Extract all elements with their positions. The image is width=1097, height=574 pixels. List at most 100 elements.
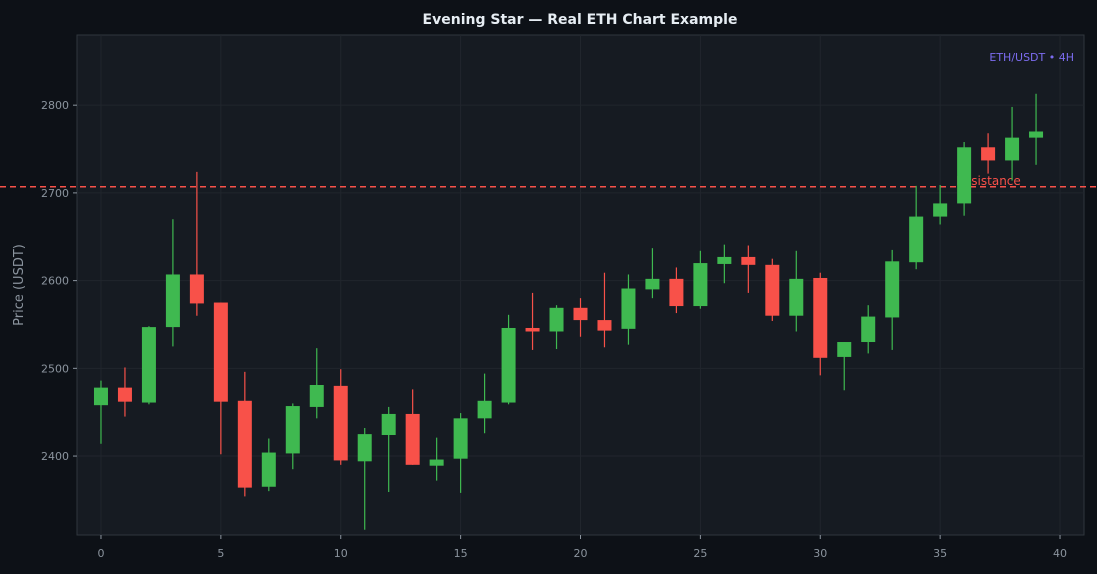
candle-body — [309, 385, 324, 407]
bearish-candle — [525, 292, 540, 350]
candle-body — [525, 327, 540, 332]
candle-body — [597, 320, 612, 331]
bearish-candle — [597, 272, 612, 348]
bullish-candle — [261, 438, 276, 492]
bullish-candle — [549, 305, 564, 350]
candle-body — [213, 302, 228, 402]
candle-body — [621, 288, 636, 329]
candle-body — [381, 413, 396, 435]
x-tick-label: 10 — [334, 547, 348, 560]
bearish-candle — [741, 245, 756, 293]
bearish-candle — [573, 298, 588, 337]
candle-body — [501, 327, 516, 403]
candle-body — [165, 274, 180, 328]
bearish-candle — [669, 267, 684, 314]
y-tick-label: 2400 — [41, 450, 69, 463]
bullish-candle — [861, 305, 876, 354]
x-tick-label: 30 — [813, 547, 827, 560]
bullish-candle — [645, 248, 660, 299]
candle-body — [909, 216, 924, 263]
candle-body — [429, 459, 444, 466]
candle-body — [261, 452, 276, 487]
candle-body — [957, 147, 972, 204]
bearish-candle — [333, 369, 348, 465]
candle-body — [93, 387, 108, 406]
bearish-candle — [405, 389, 420, 465]
bullish-candle — [885, 249, 900, 350]
candle-body — [1029, 131, 1044, 138]
bullish-candle — [789, 250, 804, 332]
bearish-candle — [117, 367, 132, 417]
candle-body — [813, 277, 828, 358]
x-tick-label: 40 — [1053, 547, 1067, 560]
x-tick-label: 35 — [933, 547, 947, 560]
x-tick-label: 15 — [454, 547, 468, 560]
candle-body — [549, 307, 564, 332]
bullish-candle — [93, 380, 108, 444]
x-tick-label: 20 — [574, 547, 588, 560]
bullish-candle — [285, 403, 300, 470]
candle-body — [837, 342, 852, 357]
y-tick-label: 2500 — [41, 362, 69, 375]
candle-body — [357, 434, 372, 462]
candle-body — [477, 400, 492, 419]
candle-body — [117, 387, 132, 402]
candle-body — [573, 307, 588, 321]
x-tick-label: 0 — [97, 547, 104, 560]
x-tick-label: 25 — [693, 547, 707, 560]
candle-body — [669, 278, 684, 307]
bullish-candle — [909, 185, 924, 270]
candle-body — [765, 264, 780, 316]
bullish-candle — [501, 314, 516, 405]
y-axis-label: Price (USDT) — [12, 244, 27, 326]
bullish-candle — [381, 406, 396, 493]
pair-timeframe-label: ETH/USDT • 4H — [989, 51, 1074, 64]
bearish-candle — [813, 272, 828, 376]
candle-body — [237, 400, 252, 488]
bullish-candle — [717, 244, 732, 284]
candle-body — [717, 256, 732, 264]
candle-body — [981, 147, 996, 161]
bearish-candle — [213, 302, 228, 455]
bullish-candle — [453, 413, 468, 493]
candle-body — [141, 327, 156, 403]
candle-body — [933, 203, 948, 217]
candle-body — [285, 406, 300, 454]
candle-body — [741, 256, 756, 265]
bullish-candle — [1029, 93, 1044, 165]
resistance-line-group: Resistance — [0, 174, 1097, 188]
candle-body — [453, 418, 468, 459]
bullish-candle — [837, 342, 852, 391]
bullish-candle — [933, 185, 948, 225]
bearish-candle — [237, 371, 252, 497]
bullish-candle — [141, 326, 156, 405]
bullish-candle — [621, 274, 636, 345]
bearish-candle — [765, 258, 780, 321]
candle-body — [405, 413, 420, 465]
bullish-candle — [1005, 106, 1020, 181]
y-tick-label: 2600 — [41, 275, 69, 288]
bullish-candle — [357, 427, 372, 530]
bullish-candle — [957, 142, 972, 216]
resistance-label: Resistance — [956, 174, 1021, 188]
y-tick-label: 2700 — [41, 187, 69, 200]
candle-body — [861, 316, 876, 343]
bullish-candle — [165, 219, 180, 347]
candles — [93, 93, 1044, 530]
bullish-candle — [309, 348, 324, 419]
candle-body — [645, 278, 660, 290]
candle-body — [189, 274, 204, 304]
y-tick-label: 2800 — [41, 99, 69, 112]
bearish-candle — [189, 171, 204, 316]
candle-body — [333, 385, 348, 461]
bearish-candle — [981, 133, 996, 174]
bullish-candle — [693, 250, 708, 309]
chart-title: Evening Star — Real ETH Chart Example — [423, 12, 738, 28]
x-tick-label: 5 — [217, 547, 224, 560]
bullish-candle — [477, 373, 492, 434]
candle-body — [1005, 137, 1020, 161]
candle-body — [885, 261, 900, 318]
candle-body — [693, 263, 708, 307]
